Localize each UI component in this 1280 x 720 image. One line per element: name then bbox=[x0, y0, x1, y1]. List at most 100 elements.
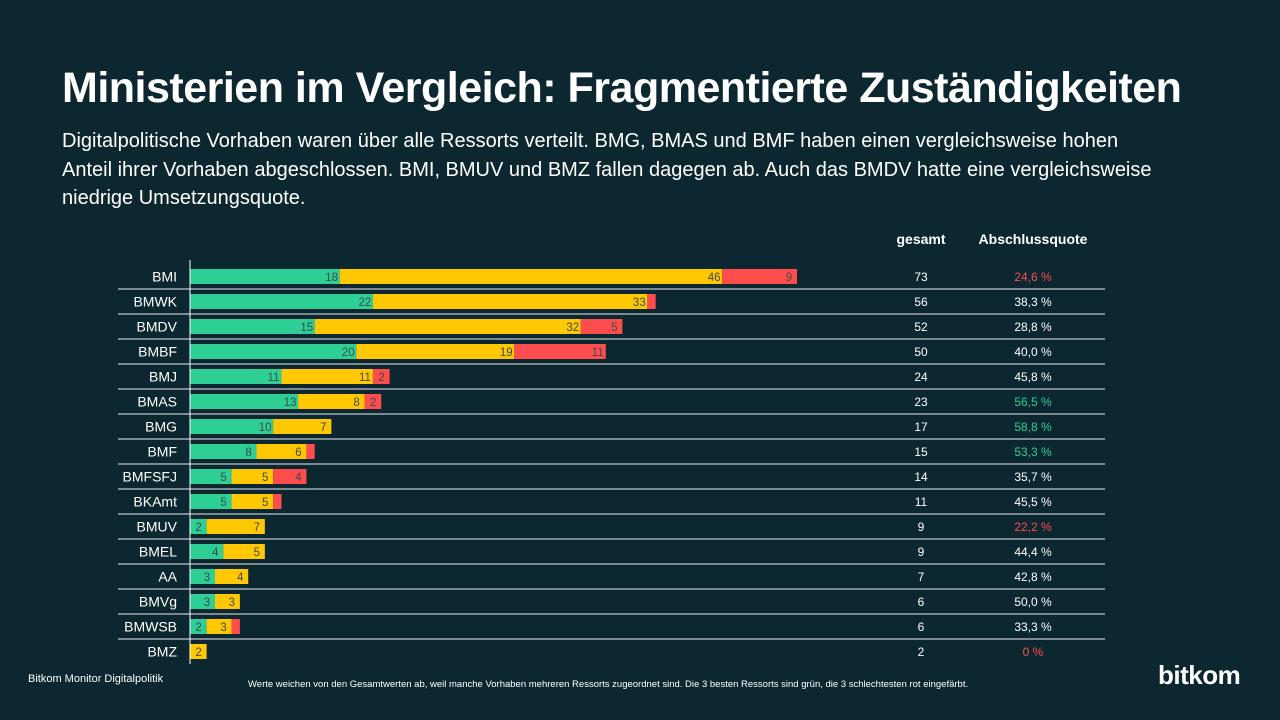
footer-note: Werte weichen von den Gesamtwerten ab, w… bbox=[248, 679, 969, 690]
category-label: BMF bbox=[147, 444, 177, 460]
bar-segment bbox=[206, 519, 265, 534]
bar-segment bbox=[356, 344, 515, 359]
category-label: BMUV bbox=[137, 519, 178, 535]
bar-segment bbox=[223, 544, 265, 559]
bar-segment bbox=[190, 619, 207, 634]
total-value: 6 bbox=[918, 620, 925, 634]
bar-segment bbox=[190, 319, 315, 334]
bar-segment bbox=[273, 494, 282, 509]
data-label: 5 bbox=[611, 322, 617, 334]
bar-segment bbox=[364, 394, 382, 409]
bar-segment bbox=[580, 319, 623, 334]
data-label: 6 bbox=[295, 447, 301, 459]
quota-value: 22,2 % bbox=[1014, 520, 1052, 534]
quota-value: 56,5 % bbox=[1014, 395, 1052, 409]
quota-value: 44,4 % bbox=[1014, 545, 1052, 559]
total-value: 56 bbox=[914, 295, 928, 309]
bitkom-logo: bitkom bbox=[1158, 660, 1241, 690]
quota-value: 40,0 % bbox=[1014, 345, 1052, 359]
page-subtitle: Digitalpolitische Vorhaben waren über al… bbox=[62, 130, 1152, 209]
bar-segment bbox=[339, 269, 723, 284]
page-title: Ministerien im Vergleich: Fragmentierte … bbox=[62, 64, 1182, 112]
data-label: 11 bbox=[592, 347, 604, 359]
data-label: 19 bbox=[500, 347, 513, 359]
category-label: BMVg bbox=[139, 594, 177, 610]
bar-segment bbox=[647, 294, 656, 309]
quota-value: 50,0 % bbox=[1014, 595, 1052, 609]
total-value: 9 bbox=[918, 545, 925, 559]
data-label: 46 bbox=[708, 272, 721, 284]
bar-segment bbox=[306, 444, 315, 459]
quota-value: 42,8 % bbox=[1014, 570, 1052, 584]
total-value: 2 bbox=[918, 645, 925, 659]
bar-segment bbox=[372, 369, 390, 384]
total-value: 6 bbox=[918, 595, 925, 609]
data-label: 4 bbox=[295, 472, 302, 484]
data-label: 15 bbox=[300, 322, 313, 334]
bar-segment bbox=[190, 594, 215, 609]
bar-segment bbox=[231, 494, 274, 509]
total-value: 15 bbox=[914, 445, 928, 459]
header-total: gesamt bbox=[896, 231, 945, 247]
data-label: 5 bbox=[220, 472, 226, 484]
bar-segment bbox=[372, 294, 648, 309]
data-label: 4 bbox=[237, 572, 244, 584]
footer-source: Bitkom Monitor Digitalpolitik bbox=[28, 673, 164, 685]
data-label: 22 bbox=[359, 297, 372, 309]
bar-segment bbox=[514, 344, 606, 359]
data-label: 4 bbox=[212, 547, 219, 559]
total-value: 11 bbox=[915, 495, 928, 509]
data-label: 33 bbox=[633, 297, 646, 309]
data-label: 7 bbox=[320, 422, 326, 434]
category-label: AA bbox=[158, 569, 177, 585]
data-label: 8 bbox=[353, 397, 359, 409]
bar-segment bbox=[190, 644, 207, 659]
data-label: 5 bbox=[254, 547, 260, 559]
total-value: 73 bbox=[914, 270, 928, 284]
category-label: BMZ bbox=[147, 644, 177, 660]
bar-segment bbox=[190, 419, 274, 434]
data-label: 11 bbox=[267, 372, 279, 384]
bar-segment bbox=[190, 569, 215, 584]
category-label: BKAmt bbox=[133, 494, 177, 510]
bar-segment bbox=[273, 419, 332, 434]
quota-value: 38,3 % bbox=[1014, 295, 1052, 309]
bar-segment bbox=[298, 394, 365, 409]
bar-segment bbox=[214, 569, 249, 584]
bar-segment bbox=[190, 294, 373, 309]
total-value: 52 bbox=[914, 320, 928, 334]
data-label: 13 bbox=[284, 397, 297, 409]
data-label: 3 bbox=[204, 597, 210, 609]
bar-segment bbox=[231, 469, 274, 484]
total-value: 23 bbox=[914, 395, 928, 409]
bar-segment bbox=[190, 344, 357, 359]
bar-segment bbox=[231, 619, 240, 634]
category-label: BMDV bbox=[137, 319, 178, 335]
bar-segment bbox=[206, 619, 232, 634]
data-label: 10 bbox=[259, 422, 272, 434]
bar-segment bbox=[190, 544, 224, 559]
quota-value: 24,6 % bbox=[1014, 270, 1052, 284]
category-label: BMWSB bbox=[124, 619, 177, 635]
data-label: 9 bbox=[786, 272, 792, 284]
data-label: 32 bbox=[566, 322, 579, 334]
data-label: 2 bbox=[195, 647, 201, 659]
data-label: 3 bbox=[204, 572, 210, 584]
header-quota: Abschlussquote bbox=[979, 231, 1088, 247]
quota-value: 35,7 % bbox=[1014, 470, 1052, 484]
bar-segment bbox=[190, 394, 299, 409]
bar-segment bbox=[722, 269, 797, 284]
bar-segment bbox=[190, 269, 340, 284]
category-label: BMI bbox=[152, 269, 177, 285]
bar-segment bbox=[190, 469, 232, 484]
data-label: 5 bbox=[262, 497, 268, 509]
category-label: BMG bbox=[145, 419, 177, 435]
bar-segment bbox=[314, 319, 581, 334]
category-label: BMFSFJ bbox=[123, 469, 177, 485]
data-label: 3 bbox=[229, 597, 235, 609]
bar-segment bbox=[214, 594, 240, 609]
quota-value: 58,8 % bbox=[1014, 420, 1052, 434]
quota-value: 45,8 % bbox=[1014, 370, 1052, 384]
data-label: 18 bbox=[325, 272, 338, 284]
data-label: 3 bbox=[220, 622, 226, 634]
